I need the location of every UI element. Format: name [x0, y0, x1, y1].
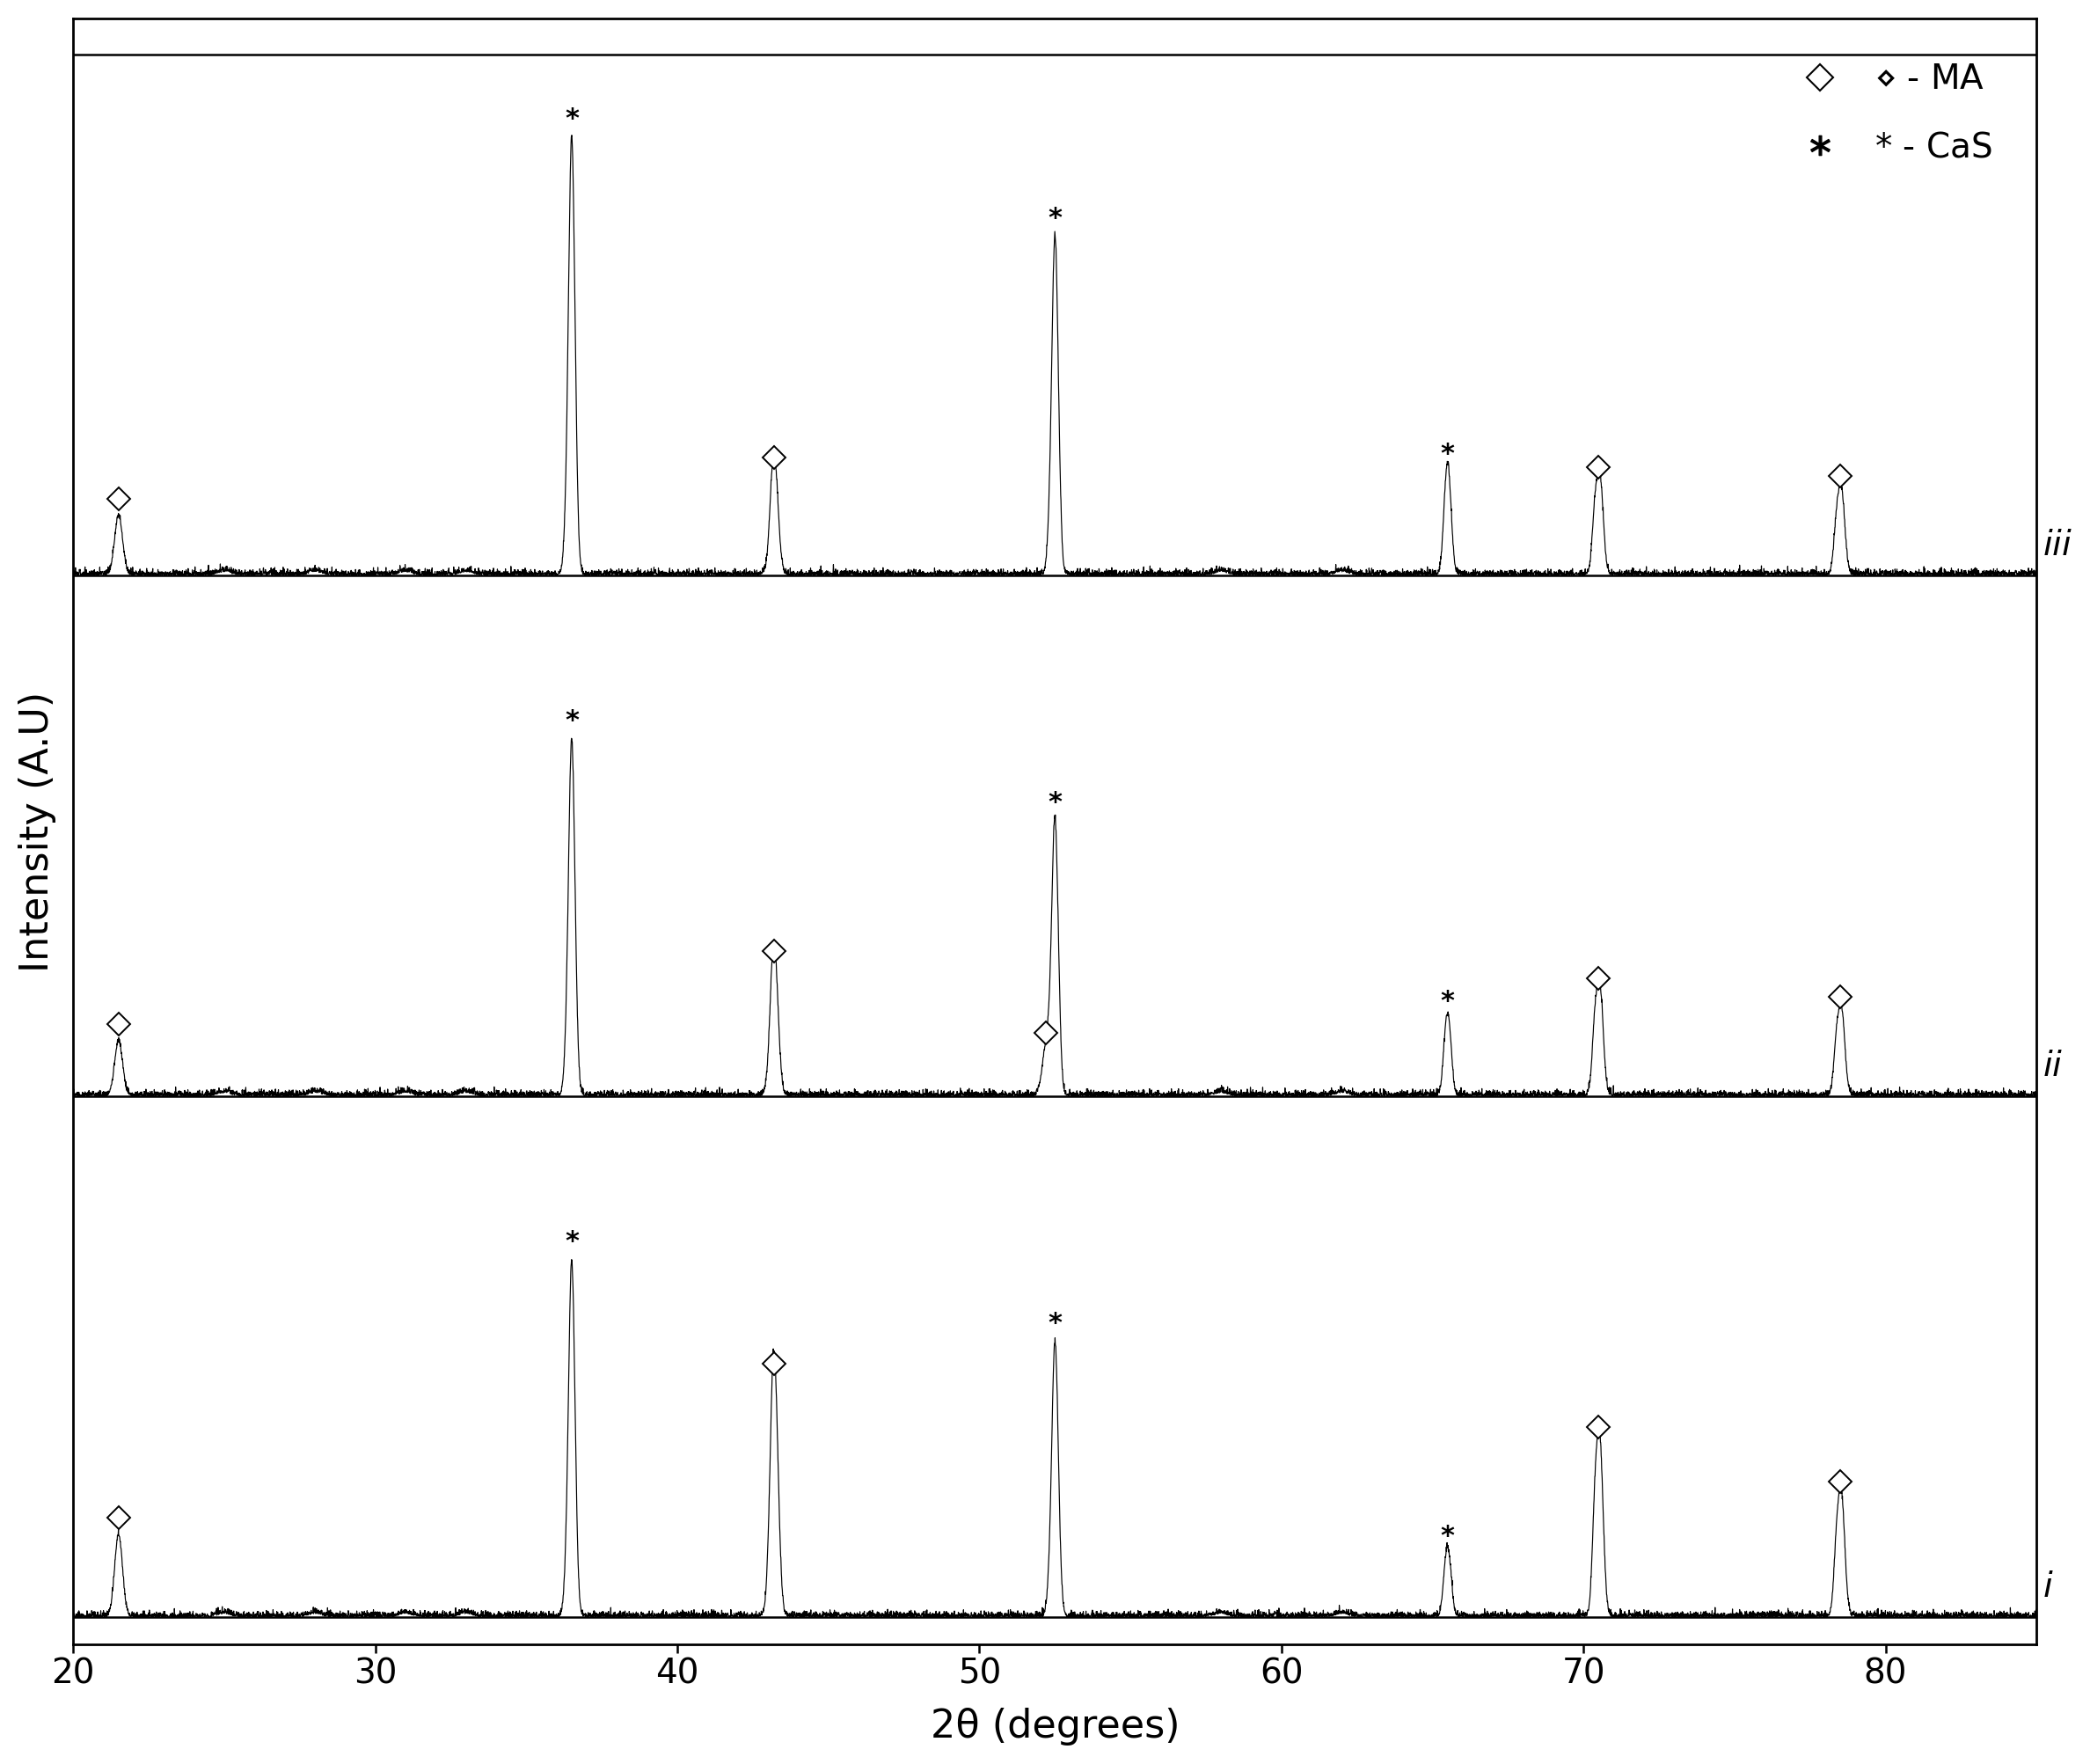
Y-axis label: Intensity (A.U): Intensity (A.U) [19, 691, 56, 972]
Text: *: * [564, 709, 579, 734]
Text: *: * [1047, 1311, 1062, 1337]
Text: *: * [1047, 790, 1062, 815]
Text: $\mathit{i}$: $\mathit{i}$ [2042, 1570, 2054, 1603]
Text: $\mathit{iii}$: $\mathit{iii}$ [2042, 529, 2073, 563]
X-axis label: 2θ (degrees): 2θ (degrees) [930, 1708, 1179, 1746]
Legend: $\diamond$ - MA, $*$ - CaS: $\diamond$ - MA, $*$ - CaS [1758, 35, 2019, 191]
Text: $\mathit{ii}$: $\mathit{ii}$ [2042, 1050, 2063, 1083]
Text: *: * [564, 1230, 579, 1254]
Text: *: * [564, 106, 579, 132]
Text: *: * [1440, 441, 1455, 467]
Text: *: * [1440, 1524, 1455, 1549]
Text: *: * [1047, 206, 1062, 231]
Text: *: * [1440, 990, 1455, 1014]
